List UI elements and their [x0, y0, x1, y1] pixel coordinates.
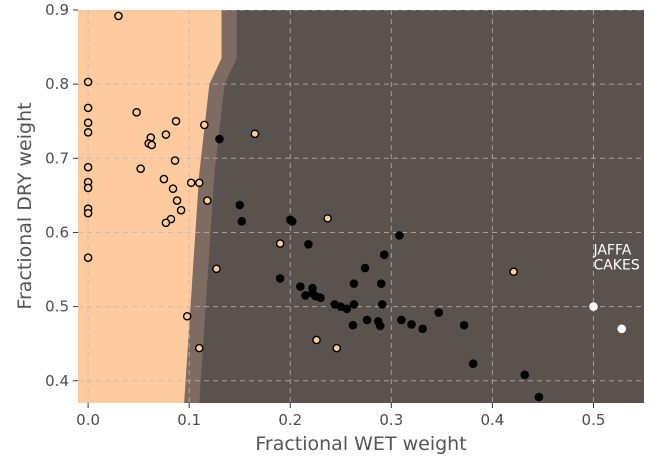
- data-point-class-b: [377, 300, 387, 309]
- x-axis-ticks: 0.0 0.1 0.2 0.3 0.4 0.5: [76, 403, 605, 429]
- data-point-class-a: [170, 156, 180, 165]
- data-point-class-a: [161, 218, 171, 228]
- data-point-class-b: [301, 291, 310, 300]
- data-point-class-b: [520, 370, 530, 380]
- y-tick-label: 0.8: [45, 75, 69, 93]
- data-point-class-a: [114, 11, 123, 21]
- data-point-class-b: [342, 304, 352, 314]
- data-point-class-b: [349, 279, 359, 288]
- data-point-class-b: [275, 274, 285, 283]
- annotation-line-2: CAKES: [593, 257, 639, 273]
- data-point-class-b: [375, 321, 385, 331]
- data-point-class-a: [83, 253, 93, 262]
- data-point-class-b: [362, 315, 372, 325]
- x-tick-label: 0.0: [76, 411, 100, 429]
- data-point-class-a: [161, 130, 171, 139]
- y-axis-label: Fractional DRY weight: [14, 102, 36, 309]
- data-point-class-b: [215, 134, 224, 144]
- data-point-class-a: [83, 103, 93, 113]
- data-point-class-b: [348, 320, 358, 330]
- data-point-class-a: [212, 264, 221, 274]
- data-point-class-a: [275, 239, 285, 248]
- data-point-class-a: [323, 214, 332, 223]
- y-tick-label: 0.9: [45, 1, 69, 19]
- data-point-class-b: [235, 200, 245, 210]
- x-tick-label: 0.4: [480, 411, 504, 429]
- data-point-class-a: [171, 116, 181, 126]
- data-point-class-a: [312, 335, 321, 345]
- data-point-class-b: [468, 359, 478, 369]
- data-point-class-a: [203, 196, 212, 205]
- x-tick-label: 0.2: [278, 411, 302, 429]
- data-point-class-a: [83, 118, 93, 128]
- data-point-class-a: [83, 128, 93, 137]
- grid: [78, 10, 644, 403]
- x-tick-label: 0.3: [379, 411, 403, 429]
- data-point-class-a: [172, 196, 182, 205]
- y-axis-ticks: 0.4 0.5 0.6 0.7 0.8 0.9: [45, 1, 78, 390]
- x-axis-label: Fractional WET weight: [255, 433, 466, 455]
- data-points: [83, 11, 627, 402]
- data-point-class-a: [147, 140, 157, 150]
- data-point-class-a: [83, 162, 93, 172]
- data-point-class-b: [287, 217, 297, 226]
- data-point-class-b: [360, 263, 370, 273]
- data-point-class-b: [304, 240, 313, 249]
- data-point-class-b: [397, 315, 406, 325]
- data-point-class-b: [407, 320, 416, 329]
- data-point-class-b: [395, 231, 404, 240]
- data-point-class-b: [349, 300, 359, 309]
- data-point-class-a: [194, 178, 204, 188]
- data-point-class-a: [83, 77, 93, 87]
- data-point-new: [617, 324, 627, 334]
- data-point-class-a: [250, 129, 260, 139]
- y-tick-label: 0.6: [45, 223, 69, 241]
- data-point-class-a: [168, 184, 178, 194]
- x-tick-label: 0.1: [177, 411, 201, 429]
- data-point-class-a: [509, 267, 518, 277]
- data-point-class-b: [316, 293, 325, 303]
- annotation-line-1: JAFFA: [592, 242, 631, 258]
- data-point-class-b: [237, 217, 247, 226]
- y-tick-label: 0.5: [45, 298, 69, 316]
- data-point-class-a: [159, 174, 169, 184]
- data-point-class-a: [186, 178, 196, 188]
- data-point-class-a: [176, 205, 186, 215]
- data-point-class-a: [332, 343, 342, 353]
- data-point-class-b: [434, 308, 444, 317]
- data-point-class-b: [459, 320, 469, 330]
- x-tick-label: 0.5: [582, 411, 606, 429]
- data-point-class-a: [200, 120, 209, 130]
- data-point-class-b: [379, 250, 389, 259]
- data-point-class-a: [182, 311, 192, 321]
- data-point-class-a: [136, 164, 145, 173]
- y-tick-label: 0.7: [45, 149, 69, 167]
- plot-area: [78, 10, 644, 403]
- data-point-class-a: [194, 343, 204, 353]
- decision-region-b: [199, 10, 644, 403]
- data-point-class-b: [376, 279, 386, 288]
- data-point-class-b: [296, 282, 305, 291]
- data-point-class-a: [83, 208, 93, 218]
- data-point-class-b: [418, 324, 427, 334]
- data-point-class-b: [534, 392, 544, 402]
- y-tick-label: 0.4: [45, 372, 69, 390]
- data-point-new: [589, 302, 598, 311]
- data-point-class-a: [132, 108, 141, 117]
- data-point-class-a: [83, 183, 93, 193]
